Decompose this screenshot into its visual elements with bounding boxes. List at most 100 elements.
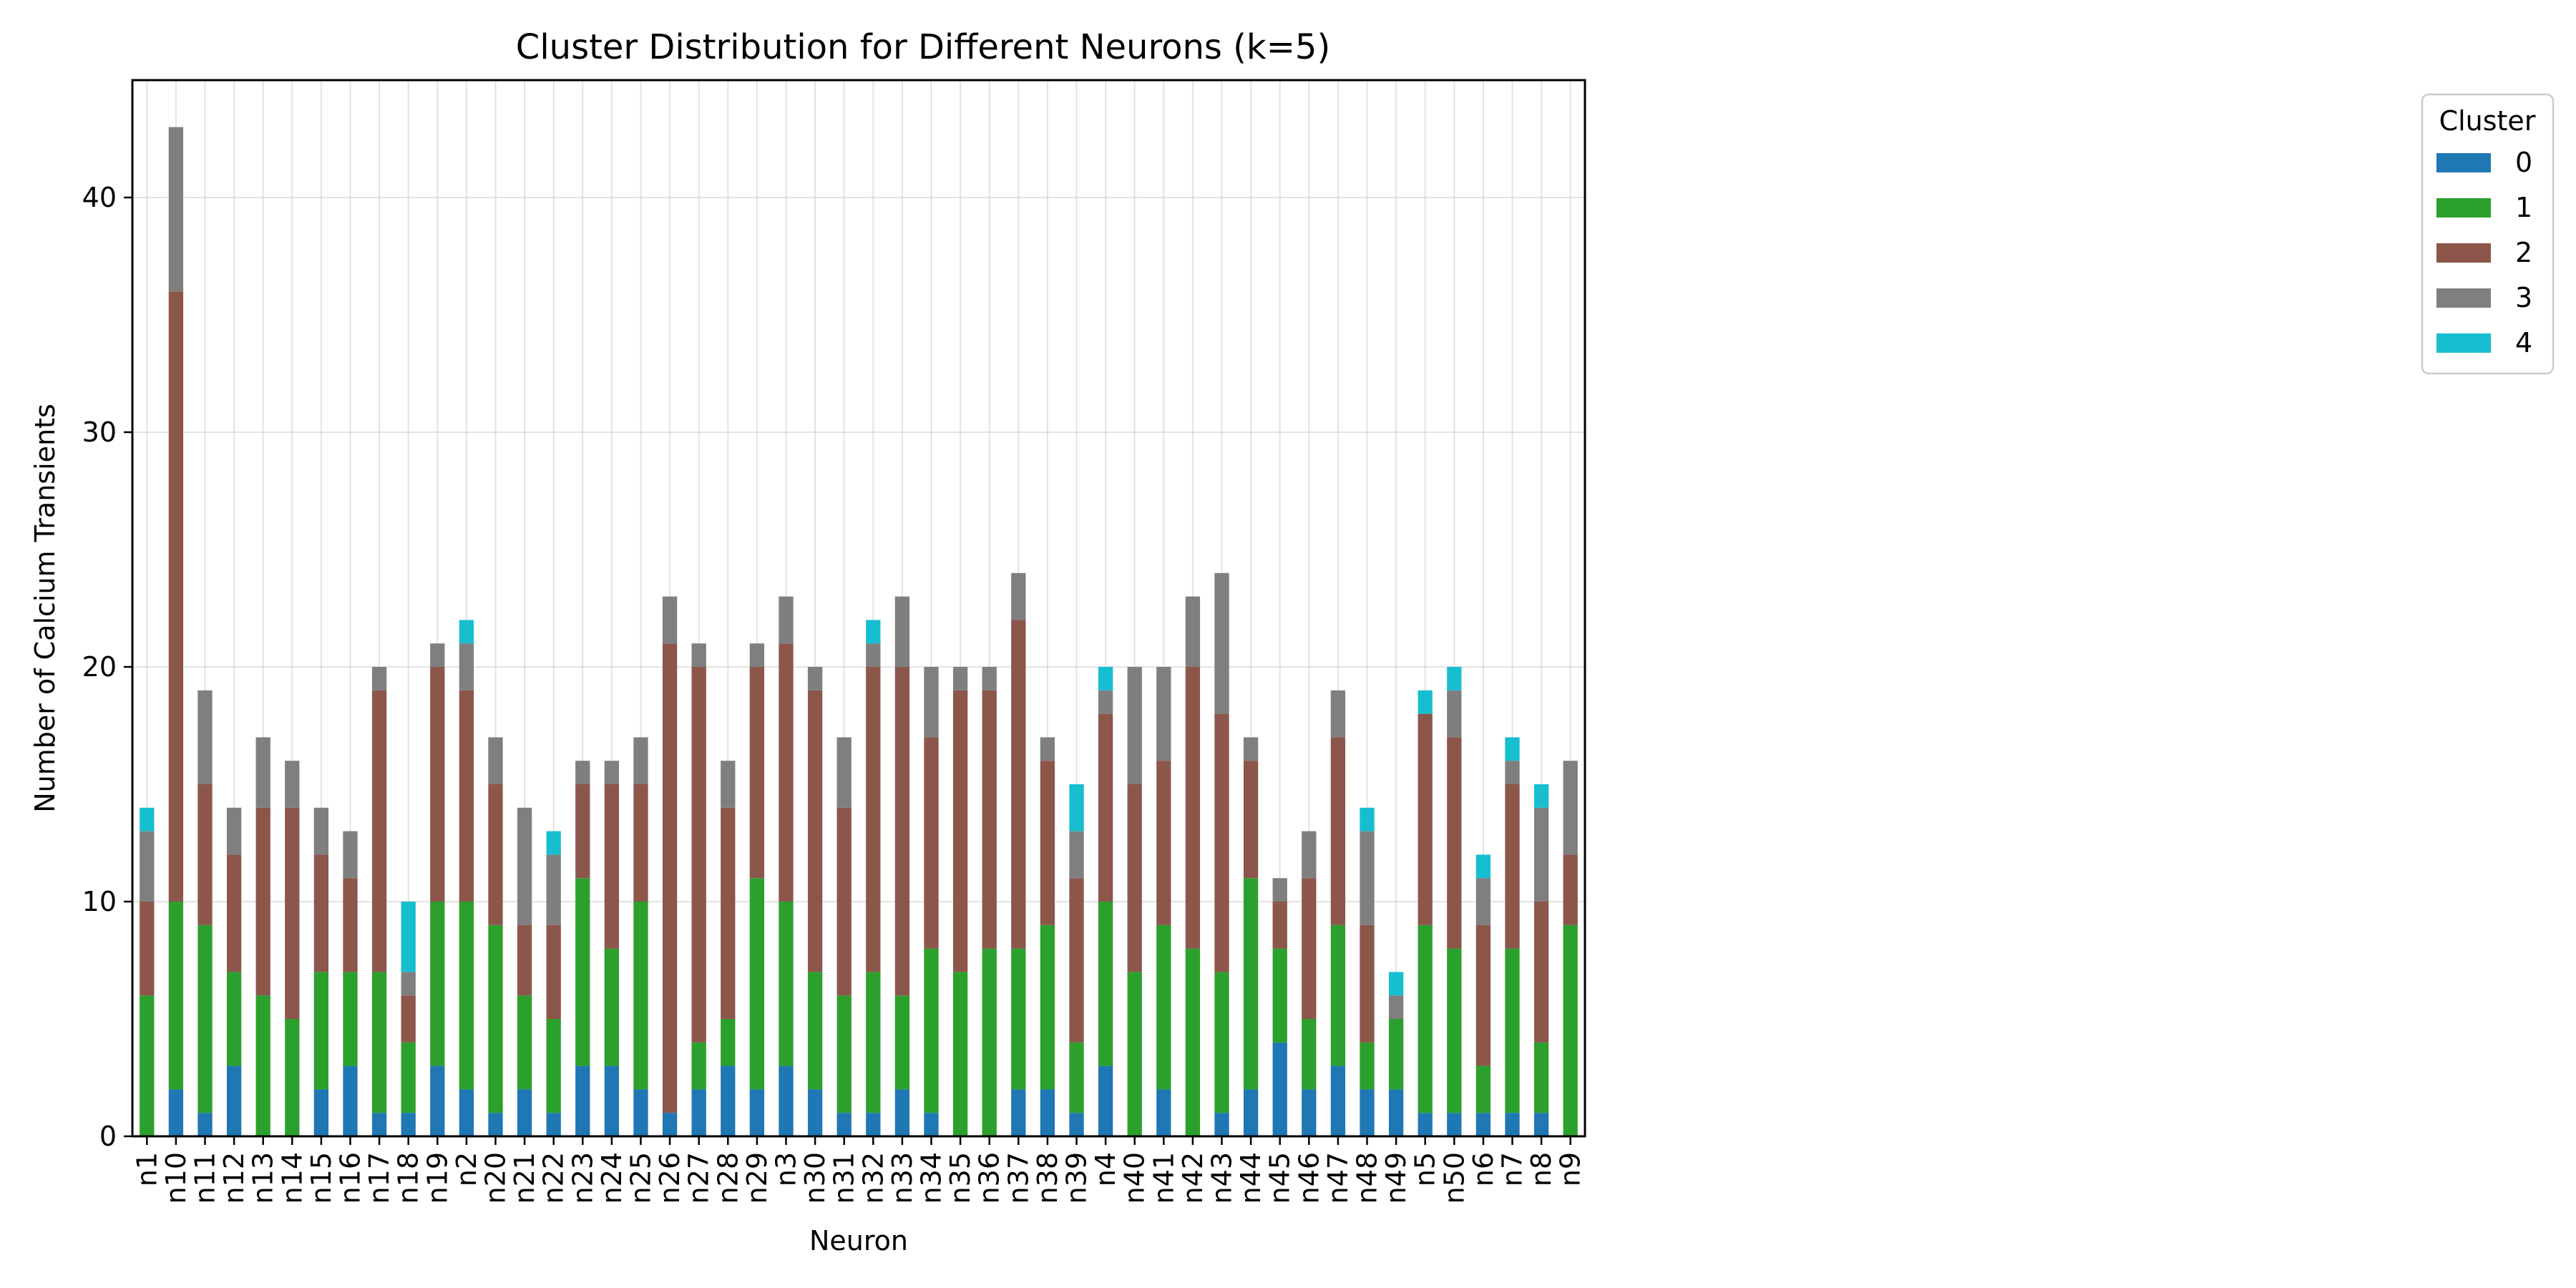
bar-segment-cluster-0 bbox=[1418, 1113, 1433, 1136]
x-tick-label: n42 bbox=[1177, 1152, 1209, 1204]
bar-segment-cluster-3 bbox=[662, 596, 678, 644]
x-tick-label: n19 bbox=[421, 1152, 453, 1204]
legend-label: 2 bbox=[2515, 237, 2532, 268]
x-tick-label: n30 bbox=[799, 1152, 831, 1204]
bar-segment-cluster-0 bbox=[1505, 1113, 1520, 1136]
x-tick-label: n8 bbox=[1526, 1152, 1557, 1186]
bar-segment-cluster-2 bbox=[430, 667, 445, 902]
bar-segment-cluster-0 bbox=[459, 1089, 474, 1136]
bar-segment-cluster-1 bbox=[1505, 948, 1520, 1113]
bars bbox=[140, 127, 1578, 1136]
bar-segment-cluster-1 bbox=[1127, 972, 1142, 1136]
bar-segment-cluster-3 bbox=[546, 854, 561, 925]
bar-segment-cluster-3 bbox=[1214, 572, 1229, 714]
bar-segment-cluster-0 bbox=[1360, 1089, 1375, 1136]
bar-segment-cluster-0 bbox=[721, 1065, 736, 1136]
bar-segment-cluster-4 bbox=[1505, 737, 1520, 761]
bar-segment-cluster-0 bbox=[313, 1089, 329, 1136]
x-tick-label: n22 bbox=[538, 1152, 570, 1204]
bar-segment-cluster-3 bbox=[1156, 667, 1171, 761]
bar-segment-cluster-0 bbox=[1302, 1089, 1317, 1136]
bar-segment-cluster-3 bbox=[1127, 667, 1142, 784]
bar-segment-cluster-0 bbox=[1011, 1089, 1026, 1136]
bar-segment-cluster-1 bbox=[633, 902, 648, 1090]
x-tick-label: n48 bbox=[1352, 1152, 1383, 1204]
bar-segment-cluster-3 bbox=[779, 596, 794, 644]
bar-segment-cluster-2 bbox=[1243, 761, 1259, 879]
bar-segment-cluster-1 bbox=[1243, 878, 1259, 1090]
bar-segment-cluster-1 bbox=[807, 972, 823, 1090]
bar-segment-cluster-1 bbox=[1388, 1019, 1404, 1090]
bar-segment-cluster-1 bbox=[1185, 948, 1201, 1136]
bar-segment-cluster-2 bbox=[197, 784, 213, 925]
bar-segment-cluster-3 bbox=[459, 643, 474, 691]
bar-segment-cluster-0 bbox=[1098, 1065, 1113, 1136]
bar-segment-cluster-2 bbox=[1069, 878, 1084, 1043]
bar-segment-cluster-2 bbox=[1040, 761, 1055, 925]
bar-segment-cluster-3 bbox=[836, 737, 852, 808]
bar-segment-cluster-0 bbox=[779, 1065, 794, 1136]
bar-segment-cluster-1 bbox=[1563, 924, 1578, 1136]
bar-segment-cluster-2 bbox=[952, 690, 968, 972]
bar-segment-cluster-3 bbox=[517, 807, 532, 925]
bar-segment-cluster-1 bbox=[575, 878, 590, 1066]
x-axis-label: Neuron bbox=[809, 1225, 908, 1257]
bar-segment-cluster-2 bbox=[662, 643, 678, 1113]
bar-segment-cluster-0 bbox=[924, 1113, 939, 1136]
x-tick-label: n23 bbox=[567, 1152, 598, 1204]
bar-segment-cluster-4 bbox=[1388, 972, 1404, 996]
plot-area-frame bbox=[131, 79, 1586, 1138]
bar-segment-cluster-0 bbox=[1156, 1089, 1171, 1136]
x-tick-label: n29 bbox=[741, 1152, 773, 1204]
bar-segment-cluster-3 bbox=[401, 972, 416, 996]
bar-segment-cluster-1 bbox=[952, 972, 968, 1136]
legend: Cluster 0 1 2 3 4 bbox=[2421, 93, 2555, 375]
x-tick-label: n14 bbox=[276, 1152, 308, 1204]
y-tick-label: 20 bbox=[82, 651, 117, 683]
bar-segment-cluster-4 bbox=[546, 831, 561, 855]
x-tick-label: n46 bbox=[1293, 1152, 1324, 1204]
bar-segment-cluster-0 bbox=[749, 1089, 765, 1136]
x-tick-label: n11 bbox=[190, 1152, 221, 1204]
bar-segment-cluster-2 bbox=[1505, 784, 1520, 949]
x-tick-label: n39 bbox=[1061, 1152, 1093, 1204]
bar-segment-cluster-2 bbox=[836, 807, 852, 996]
bar-segment-cluster-1 bbox=[721, 1019, 736, 1066]
bar-segment-cluster-0 bbox=[1447, 1113, 1462, 1136]
bar-segment-cluster-3 bbox=[1330, 690, 1346, 738]
bar-segment-cluster-3 bbox=[575, 761, 590, 784]
bar-segment-cluster-0 bbox=[1214, 1113, 1229, 1136]
bar-segment-cluster-3 bbox=[1011, 572, 1026, 620]
bar-segment-cluster-1 bbox=[749, 878, 765, 1090]
legend-swatch bbox=[2436, 198, 2491, 218]
y-tick-label: 0 bbox=[99, 1121, 117, 1152]
bar-segment-cluster-2 bbox=[721, 807, 736, 1019]
bar-segment-cluster-1 bbox=[1418, 924, 1433, 1113]
x-tick-label: n2 bbox=[451, 1152, 482, 1186]
bar-segment-cluster-0 bbox=[371, 1113, 387, 1136]
bar-segment-cluster-0 bbox=[1475, 1113, 1491, 1136]
x-tick-label: n6 bbox=[1468, 1152, 1499, 1186]
bar-segment-cluster-3 bbox=[226, 807, 242, 855]
x-tick-label: n27 bbox=[683, 1152, 715, 1204]
bar-segment-cluster-2 bbox=[866, 667, 881, 972]
y-axis-label: Number of Calcium Transients bbox=[29, 404, 61, 813]
bar-segment-cluster-2 bbox=[1098, 713, 1113, 902]
bar-segment-cluster-3 bbox=[1185, 596, 1201, 667]
bar-segment-cluster-3 bbox=[488, 737, 503, 784]
bar-segment-cluster-1 bbox=[430, 902, 445, 1066]
bar-segment-cluster-2 bbox=[371, 690, 387, 972]
legend-title: Cluster bbox=[2439, 105, 2536, 137]
bar-segment-cluster-0 bbox=[1272, 1042, 1287, 1136]
x-tick-label: n15 bbox=[306, 1152, 337, 1204]
bar-segment-cluster-2 bbox=[1447, 737, 1462, 949]
bar-segment-cluster-2 bbox=[226, 854, 242, 972]
bar-segment-cluster-3 bbox=[1447, 690, 1462, 738]
x-tick-label: n43 bbox=[1206, 1152, 1238, 1204]
x-tick-label: n7 bbox=[1497, 1152, 1528, 1186]
bar-segment-cluster-1 bbox=[691, 1042, 706, 1090]
y-tick-label: 10 bbox=[82, 886, 117, 917]
bar-segment-cluster-3 bbox=[1302, 831, 1317, 879]
bar-segment-cluster-3 bbox=[1475, 878, 1491, 925]
x-tick-label: n36 bbox=[974, 1152, 1005, 1204]
